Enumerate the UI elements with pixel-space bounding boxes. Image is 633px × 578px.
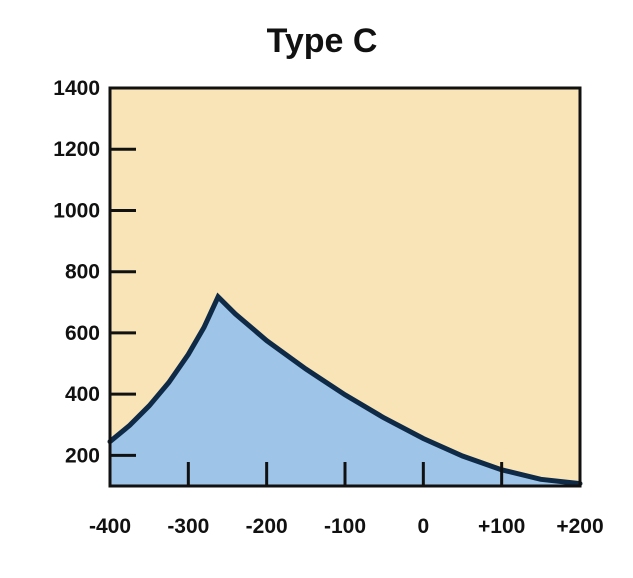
x-tick-label: -400 bbox=[89, 515, 131, 538]
y-tick-label: 1400 bbox=[53, 77, 100, 100]
area-fill bbox=[110, 296, 580, 486]
series-line bbox=[107, 292, 583, 487]
x-axis-ticks bbox=[186, 462, 504, 486]
plot-frame bbox=[108, 86, 582, 488]
y-tick-label: 600 bbox=[65, 322, 100, 345]
area-layer bbox=[110, 296, 580, 486]
x-tick-label: -200 bbox=[246, 515, 288, 538]
x-tick-label: 0 bbox=[417, 515, 429, 538]
x-axis-labels: -400 -300 -200 -100 0 +100 +200 bbox=[89, 515, 604, 538]
x-tick-label: +200 bbox=[556, 515, 603, 538]
y-tick-label: 400 bbox=[65, 383, 100, 406]
y-axis-labels: 200 400 600 800 1000 1200 1400 bbox=[53, 77, 100, 467]
x-tick-label: -100 bbox=[324, 515, 366, 538]
y-tick-label: 1200 bbox=[53, 138, 100, 161]
y-axis-ticks bbox=[110, 147, 136, 457]
chart-title: Type C bbox=[267, 22, 378, 60]
y-tick-label: 200 bbox=[65, 444, 100, 467]
x-tick-label: -300 bbox=[167, 515, 209, 538]
line-layer bbox=[107, 292, 583, 487]
y-tick-label: 1000 bbox=[53, 199, 100, 222]
x-tick-label: +100 bbox=[478, 515, 525, 538]
y-tick-label: 800 bbox=[65, 261, 100, 284]
